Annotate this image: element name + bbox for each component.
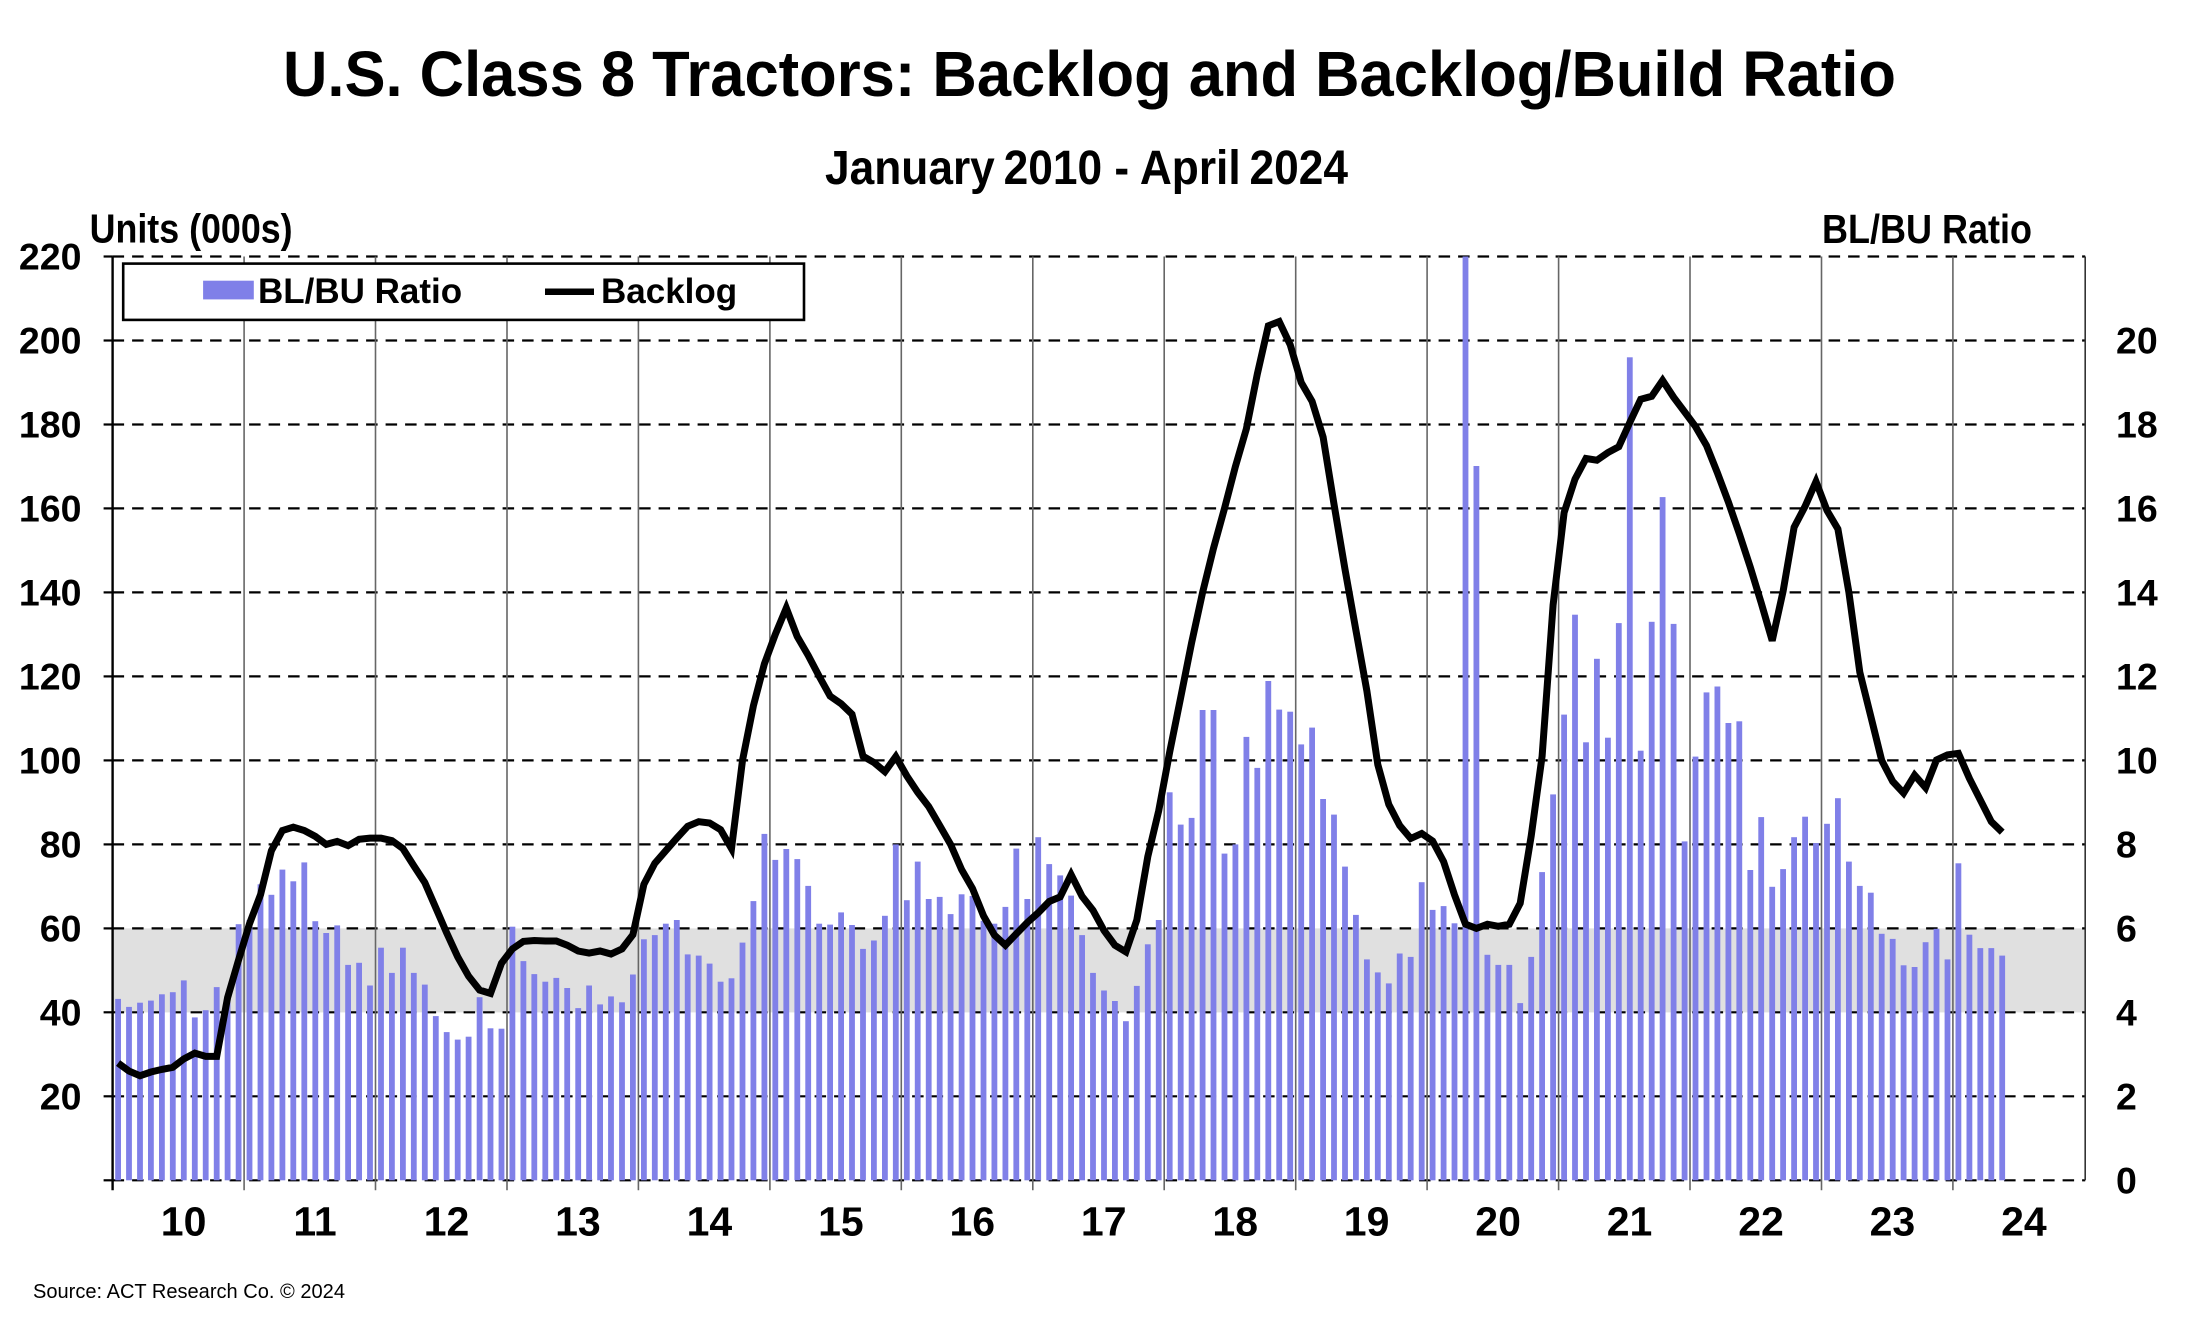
svg-text:18: 18 [1212,1199,1258,1245]
svg-text:160: 160 [19,487,82,529]
svg-text:180: 180 [19,404,82,446]
svg-text:4: 4 [2116,991,2137,1033]
svg-text:20: 20 [1475,1199,1521,1245]
svg-text:U.S. Class 8 Tractors: Backlog: U.S. Class 8 Tractors: Backlog and Backl… [283,38,1896,110]
svg-text:140: 140 [19,571,82,613]
svg-text:20: 20 [40,1075,82,1117]
svg-text:12: 12 [2116,655,2158,697]
svg-text:14: 14 [687,1199,733,1245]
svg-text:16: 16 [2116,487,2158,529]
svg-text:15: 15 [818,1199,864,1245]
svg-text:10: 10 [161,1199,207,1245]
svg-text:16: 16 [949,1199,995,1245]
svg-text:80: 80 [40,823,82,865]
svg-text:0: 0 [2116,1159,2137,1201]
svg-text:100: 100 [19,739,82,781]
svg-text:120: 120 [19,655,82,697]
svg-text:BL/BU Ratio: BL/BU Ratio [1822,206,2032,252]
svg-text:20: 20 [2116,320,2158,362]
svg-text:23: 23 [1870,1199,1916,1245]
svg-text:13: 13 [555,1199,601,1245]
svg-text:11: 11 [293,1199,336,1245]
svg-text:17: 17 [1081,1199,1127,1245]
svg-text:6: 6 [2116,907,2137,949]
svg-text:Backlog: Backlog [601,272,737,311]
svg-text:12: 12 [424,1199,470,1245]
svg-text:8: 8 [2116,823,2137,865]
svg-text:14: 14 [2116,571,2158,613]
svg-text:Source: ACT Research Co. © 202: Source: ACT Research Co. © 2024 [33,1281,345,1303]
svg-text:January 2010 - April 2024: January 2010 - April 2024 [825,142,1348,195]
svg-text:40: 40 [40,991,82,1033]
svg-text:200: 200 [19,320,82,362]
svg-text:60: 60 [40,907,82,949]
svg-text:21: 21 [1607,1199,1653,1245]
svg-text:2: 2 [2116,1075,2137,1117]
svg-text:24: 24 [2001,1199,2047,1245]
svg-text:220: 220 [19,236,82,278]
svg-text:22: 22 [1738,1199,1784,1245]
svg-text:Units (000s): Units (000s) [90,206,293,252]
svg-text:10: 10 [2116,739,2158,781]
svg-text:18: 18 [2116,404,2158,446]
svg-text:19: 19 [1344,1199,1390,1245]
svg-text:BL/BU Ratio: BL/BU Ratio [258,272,462,311]
